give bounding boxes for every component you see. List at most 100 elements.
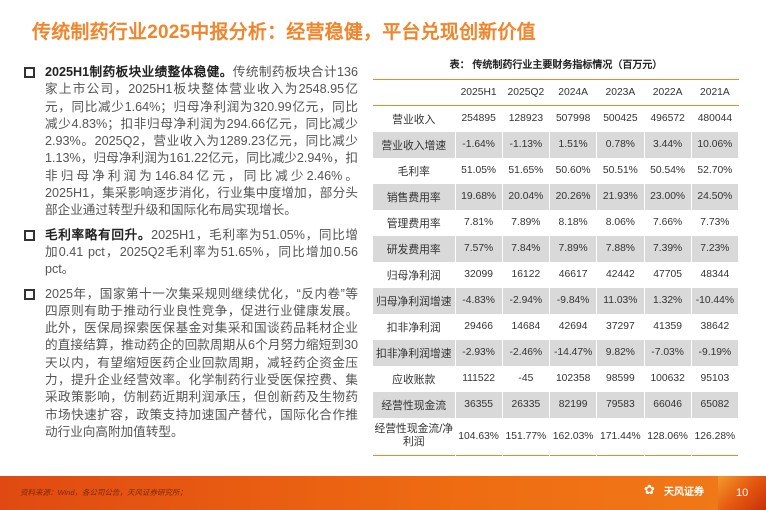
table-cell: 98599 <box>596 365 645 392</box>
table-cell: 29466 <box>455 313 503 340</box>
table-cell: 36355 <box>455 391 503 418</box>
table-row: 经营性现金流 36355 26335 82199 79583 66046 65082 <box>373 391 740 418</box>
table-row: 营业收入 254895 128923 507998 500425 496572 480044 <box>373 105 740 132</box>
row-label: 毛利率 <box>373 157 456 184</box>
table-cell: 66046 <box>644 391 692 418</box>
table-cell: 51.65% <box>502 157 551 184</box>
page-number: 10 <box>736 487 749 499</box>
column-header <box>373 79 455 106</box>
column-header: 2021A <box>691 79 739 106</box>
table-row: 归母净利润 32099 16122 46617 42442 47705 48344 <box>373 261 740 288</box>
bullet-item: 2025H1制药板块业绩整体稳健。传统制药板块合计136家上市公司，2025H1… <box>22 64 358 220</box>
footer-bar: 资料来源：Wind，各公司公告，天风证券研究所； ✿ 天风证券 10 <box>0 476 766 510</box>
bullet-text: 2025H1，毛利率为51.05%，同比增加0.41 pct，2025Q2毛利率… <box>45 227 359 277</box>
row-label: 扣非净利润增速 <box>373 339 456 366</box>
table-cell: 8.06% <box>596 209 645 236</box>
table-cell: -14.47% <box>549 339 598 366</box>
column-header: 2025H1 <box>455 79 503 106</box>
table-cell: 95103 <box>691 365 740 392</box>
table-cell: 23.00% <box>644 183 692 210</box>
table-cell: 0.78% <box>596 131 645 158</box>
table-cell: 51.05% <box>455 157 503 184</box>
table-cell: 42442 <box>596 261 645 288</box>
table-cell: -1.64% <box>455 131 503 158</box>
table-cell: 1.32% <box>644 287 692 314</box>
table-cell: 48344 <box>691 261 740 288</box>
table-row: 销售费用率 19.68% 20.04% 20.26% 21.93% 23.00% 24.50… <box>373 183 740 210</box>
table-cell: 480044 <box>691 105 740 132</box>
table-cell: 162.03% <box>549 417 598 456</box>
table-cell: 128923 <box>502 105 551 132</box>
row-label: 销售费用率 <box>373 183 456 210</box>
table-cell: 32099 <box>455 261 503 288</box>
table-cell: 254895 <box>455 105 503 132</box>
table-cell: 7.73% <box>691 209 740 236</box>
table-cell: 50.60% <box>549 157 598 184</box>
table-cell: -9.19% <box>691 339 740 366</box>
table-cell: 7.89% <box>549 235 598 262</box>
table-cell: 1.51% <box>549 131 598 158</box>
row-label: 归母净利润 <box>373 261 456 288</box>
table-cell: 82199 <box>549 391 598 418</box>
table-row: 研发费用率 7.57% 7.84% 7.89% 7.88% 7.39% 7.23% <box>373 235 740 262</box>
table-cell: -7.03% <box>644 339 692 366</box>
row-label: 归母净利润增速 <box>373 287 456 314</box>
table-cell: 20.26% <box>549 183 598 210</box>
table-cell: 37297 <box>596 313 645 340</box>
table-row: 营业收入增速 -1.64% -1.13% 1.51% 0.78% 3.44% 10.06% <box>373 131 740 158</box>
table-cell: 500425 <box>596 105 645 132</box>
table-cell: 3.44% <box>644 131 692 158</box>
square-bullet-icon <box>24 67 35 78</box>
table-cell: 171.44% <box>596 417 645 456</box>
row-label: 研发费用率 <box>373 235 456 262</box>
row-label: 营业收入增速 <box>373 131 456 158</box>
table-row: 扣非净利润 29466 14684 42694 37297 41359 38642 <box>373 313 740 340</box>
bullet-heading: 2025H1制药板块业绩整体稳健。 <box>45 65 233 79</box>
page-title: 传统制药行业2025中报分析：经营稳健，平台兑现创新价值 <box>32 22 536 43</box>
table-cell: 26335 <box>502 391 551 418</box>
table-cell: 47705 <box>644 261 692 288</box>
row-label: 管理费用率 <box>373 209 456 236</box>
bullet-text: 传统制药板块合计136家上市公司，2025H1板块整体营业收入为2548.95亿… <box>45 65 358 218</box>
table-cell: 7.23% <box>691 235 740 262</box>
table-row: 经营性现金流/净利润 104.63% 151.77% 162.03% 171.44% 12… <box>373 417 740 456</box>
row-label: 经营性现金流/净利润 <box>373 417 456 456</box>
table-cell: 65082 <box>691 391 740 418</box>
table-cell: -9.84% <box>549 287 598 314</box>
flower-logo-icon: ✿ <box>644 482 655 497</box>
bullet-list: 2025H1制药板块业绩整体稳健。传统制药板块合计136家上市公司，2025H1… <box>22 64 358 448</box>
table-cell: 7.39% <box>644 235 692 262</box>
table-cell: 41359 <box>644 313 692 340</box>
table-cell: 111522 <box>455 365 503 392</box>
table-cell: 50.54% <box>644 157 692 184</box>
table-cell: 11.03% <box>596 287 645 314</box>
table-cell: 104.63% <box>455 417 503 456</box>
row-label: 应收账款 <box>373 365 456 392</box>
decorative-squares <box>718 476 766 510</box>
table-cell: 7.84% <box>502 235 551 262</box>
table-cell: 100632 <box>644 365 692 392</box>
table-cell: -2.93% <box>455 339 503 366</box>
table-row: 应收账款 111522 -45 102358 98599 100632 95103 <box>373 365 740 392</box>
table-cell: 10.06% <box>691 131 740 158</box>
square-bullet-icon <box>24 288 35 300</box>
table-cell: 16122 <box>502 261 551 288</box>
table-caption: 表： 传统制药行业主要财务指标情况（百万元） <box>449 60 663 71</box>
table-cell: 7.89% <box>502 209 551 236</box>
table-cell: 7.81% <box>455 209 503 236</box>
row-label: 营业收入 <box>373 105 456 132</box>
table-cell: 8.18% <box>549 209 598 236</box>
table-cell: 46617 <box>549 261 598 288</box>
table-cell: 7.88% <box>596 235 645 262</box>
source-note: 资料来源：Wind，各公司公告，天风证券研究所； <box>20 488 188 497</box>
table-cell: -1.13% <box>502 131 551 158</box>
column-header: 2022A <box>644 79 692 106</box>
table-cell: 20.04% <box>502 183 551 210</box>
table-cell: -2.94% <box>502 287 551 314</box>
logo-text: 天风证券 <box>664 486 704 498</box>
table-cell: 7.66% <box>644 209 692 236</box>
table-row: 扣非净利润增速 -2.93% -2.46% -14.47% 9.82% -7.03% -9.… <box>373 339 740 366</box>
table-cell: 496572 <box>644 105 692 132</box>
table-cell: 102358 <box>549 365 598 392</box>
table-row: 毛利率 51.05% 51.65% 50.60% 50.51% 50.54% 52.70% <box>373 157 740 184</box>
